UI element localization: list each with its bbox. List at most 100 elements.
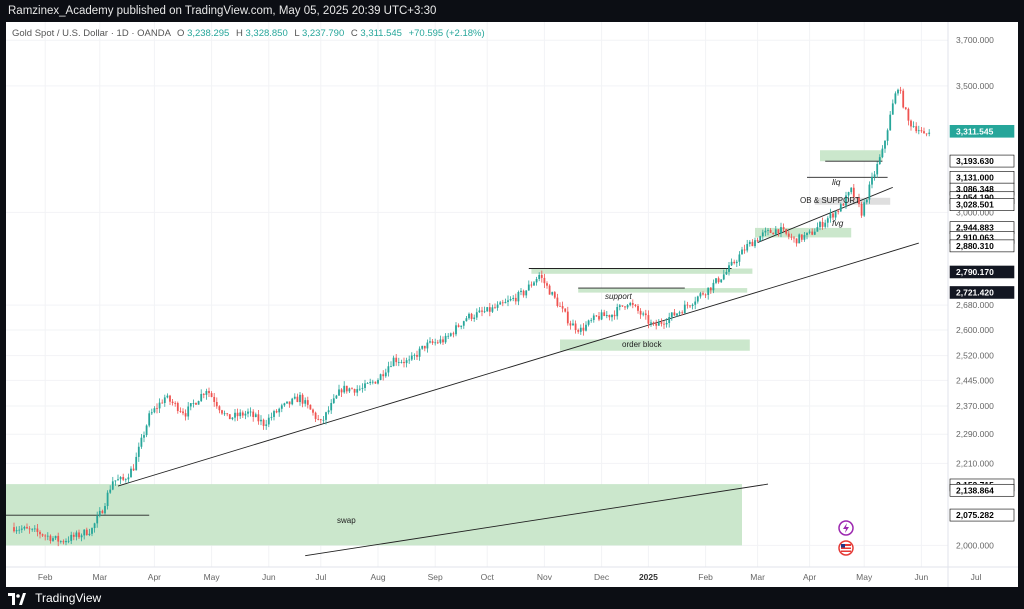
- candle-body: [699, 293, 702, 297]
- change-value: +70.595 (+2.18%): [409, 28, 485, 39]
- upper-support-zone: [531, 268, 753, 274]
- candle-body: [491, 307, 494, 312]
- candle-body: [897, 89, 899, 94]
- candle-body: [821, 221, 824, 227]
- candle-body: [41, 534, 44, 536]
- candle-body: [824, 222, 827, 227]
- candle-body: [306, 400, 309, 405]
- candle-body: [286, 401, 288, 404]
- candle-body: [850, 187, 853, 193]
- price-tag-label: 2,075.282: [956, 510, 994, 520]
- candle-body: [754, 240, 756, 247]
- candle-body: [70, 534, 73, 541]
- candle-body: [509, 299, 512, 301]
- axes: 3,700.000 3,500.000 3,000.000 2,680.000 2,60…: [6, 22, 1018, 587]
- candle-body: [863, 202, 866, 216]
- high-value: 3,328.850: [245, 28, 287, 39]
- low-label: L: [294, 28, 299, 39]
- candle-body: [364, 383, 366, 388]
- x-tick-label: 2025: [639, 572, 658, 582]
- candle-body: [88, 533, 91, 536]
- candle-body: [704, 294, 707, 296]
- footer-brand: TradingView: [35, 591, 102, 605]
- candle-body: [31, 528, 34, 530]
- candle-body: [257, 414, 260, 422]
- candle-body: [520, 290, 522, 293]
- x-tick-label: Dec: [594, 572, 610, 582]
- candle-body: [228, 414, 231, 420]
- price-tag-label: 2,910.063: [956, 232, 994, 242]
- chart-area[interactable]: liq OB & SUPPORT fvg support order block…: [0, 22, 1018, 587]
- candlestick-chart[interactable]: liq OB & SUPPORT fvg support order block…: [0, 22, 1018, 587]
- candle-body: [899, 89, 902, 91]
- candle-body: [351, 388, 353, 390]
- candle-body: [202, 393, 205, 395]
- long-trendline: [117, 242, 919, 487]
- candle-body: [387, 366, 390, 373]
- candle-body: [343, 385, 346, 393]
- candle-body: [293, 396, 296, 399]
- candle-body: [455, 325, 457, 335]
- candle-body: [322, 419, 325, 421]
- price-tag-label: 2,138.864: [956, 485, 994, 495]
- candle-body: [564, 308, 567, 312]
- candle-body: [338, 389, 340, 396]
- candle-body: [460, 325, 463, 327]
- candle-body: [426, 342, 429, 349]
- candle-body: [475, 312, 478, 318]
- candle-body: [348, 388, 351, 392]
- candle-body: [730, 261, 733, 266]
- candle-body: [785, 229, 788, 234]
- candle-body: [382, 374, 385, 377]
- price-tag-label: 2,944.883: [956, 223, 994, 233]
- candle-body: [910, 120, 912, 127]
- candle-body: [722, 274, 725, 280]
- liq-zone: [820, 150, 883, 162]
- candle-body: [384, 372, 387, 377]
- candle-body: [62, 541, 65, 543]
- candle-body: [405, 360, 408, 364]
- fvg-zone: [814, 197, 891, 205]
- candle-body: [522, 290, 525, 296]
- x-tick-label: Nov: [537, 572, 553, 582]
- candle-body: [221, 410, 223, 414]
- candle-body: [631, 303, 634, 305]
- candle-body: [335, 395, 338, 399]
- lower-trendline: [305, 483, 769, 557]
- candle-body: [741, 249, 743, 255]
- candle-body: [49, 535, 52, 541]
- candle-body: [265, 424, 268, 426]
- candle-body: [67, 540, 70, 542]
- candle-body: [894, 93, 897, 104]
- candle-body: [733, 261, 736, 264]
- candle-body: [535, 279, 538, 283]
- candle-body: [96, 515, 99, 524]
- candle-body: [273, 411, 275, 417]
- candle-body: [101, 510, 104, 514]
- candle-body: [494, 307, 496, 309]
- x-tick-label: Mar: [750, 572, 765, 582]
- candle-body: [868, 184, 871, 200]
- candle-body: [442, 339, 444, 343]
- candle-body: [525, 290, 528, 296]
- candle-body: [239, 412, 242, 417]
- candle-body: [715, 278, 717, 283]
- candle-body: [743, 249, 746, 251]
- price-tag-label: 3,086.348: [956, 184, 994, 194]
- candle-body: [288, 401, 291, 405]
- candle-body: [148, 413, 151, 426]
- candle-body: [543, 277, 546, 284]
- event-icons[interactable]: [838, 520, 854, 556]
- candle-body: [408, 359, 411, 361]
- candle-body: [603, 312, 606, 317]
- annotation-ob-support: OB & SUPPORT: [800, 196, 860, 205]
- candle-body: [215, 401, 218, 407]
- candle-body: [111, 481, 114, 490]
- candle-body: [304, 400, 307, 404]
- candle-body: [590, 319, 593, 321]
- candle-body: [153, 408, 156, 413]
- candle-body: [889, 114, 892, 131]
- candle-body: [434, 342, 437, 344]
- y-tick-label: 2,520.000: [956, 351, 994, 361]
- price-tag-label: 3,028.501: [956, 200, 994, 210]
